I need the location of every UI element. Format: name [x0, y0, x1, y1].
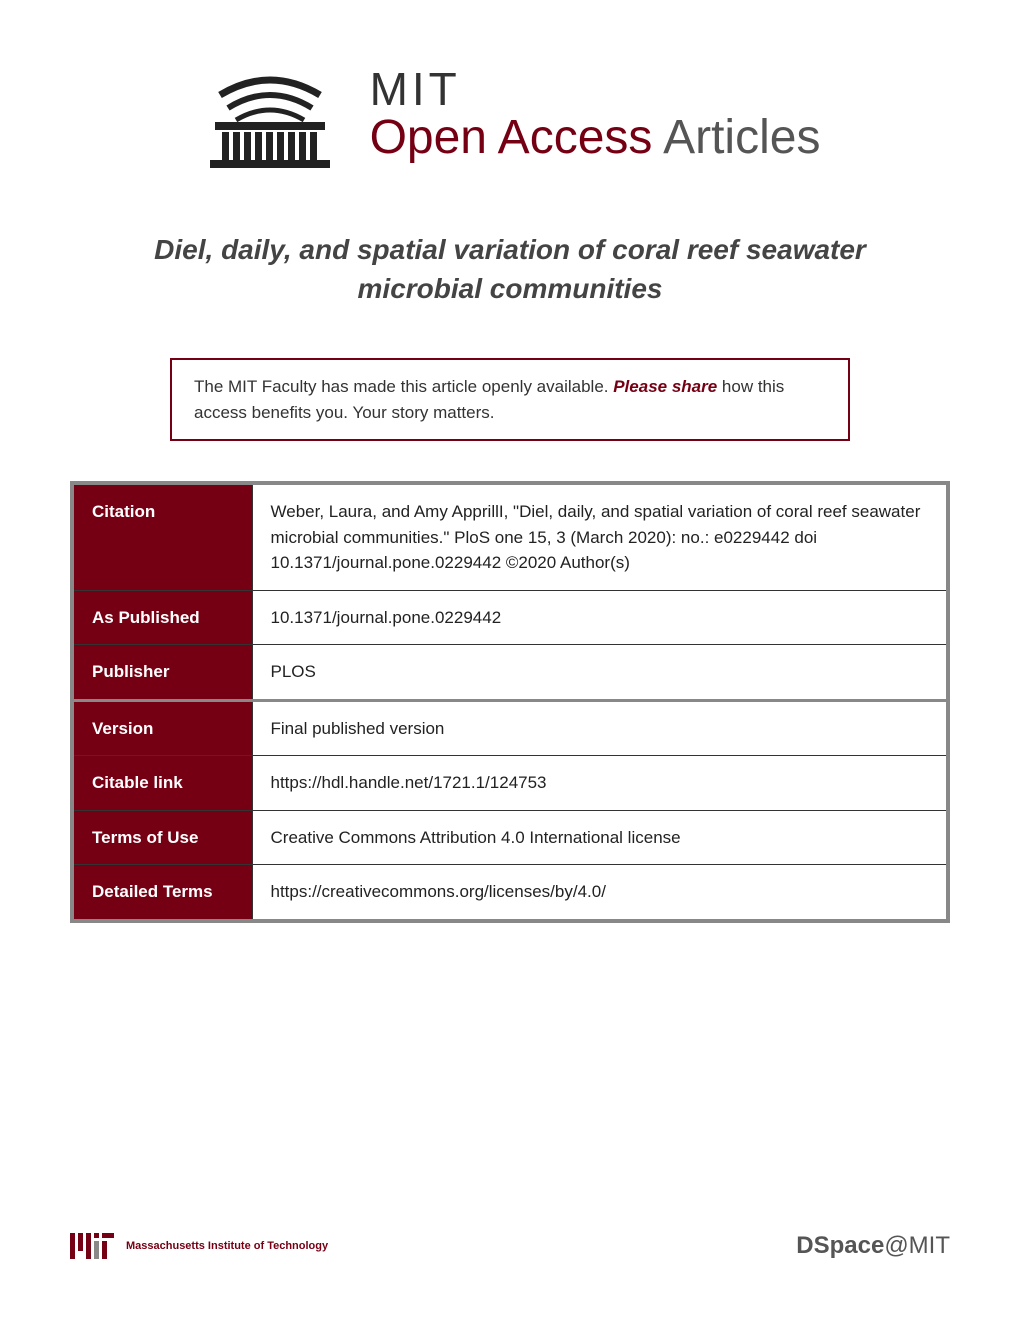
- citable-link-label: Citable link: [72, 756, 252, 811]
- as-published-label: As Published: [72, 590, 252, 645]
- table-row: Publisher PLOS: [72, 645, 948, 701]
- header-articles-gray: Articles: [652, 111, 820, 164]
- table-row: Detailed Terms https://creativecommons.o…: [72, 865, 948, 921]
- notice-please-share[interactable]: Please share: [613, 377, 717, 396]
- mit-small-logo-icon: [70, 1233, 114, 1259]
- article-title: Diel, daily, and spatial variation of co…: [70, 230, 950, 308]
- table-row: Version Final published version: [72, 700, 948, 756]
- mit-dome-icon: [200, 60, 340, 170]
- header-text-block: MIT Open Access Articles: [370, 66, 821, 165]
- version-value: Final published version: [252, 700, 948, 756]
- footer-left: Massachusetts Institute of Technology: [70, 1233, 328, 1259]
- detailed-terms-label: Detailed Terms: [72, 865, 252, 921]
- version-label: Version: [72, 700, 252, 756]
- table-row: As Published 10.1371/journal.pone.022944…: [72, 590, 948, 645]
- publisher-label: Publisher: [72, 645, 252, 701]
- terms-value: Creative Commons Attribution 4.0 Interna…: [252, 810, 948, 865]
- citation-label: Citation: [72, 483, 252, 590]
- header-open-access-red: Open Access: [370, 111, 653, 164]
- header-mit-label: MIT: [370, 66, 821, 112]
- header-open-access-label: Open Access Articles: [370, 112, 821, 165]
- footer-dspace: DSpace@MIT: [796, 1232, 950, 1260]
- footer-dspace-suffix: @MIT: [884, 1232, 950, 1259]
- detailed-terms-value[interactable]: https://creativecommons.org/licenses/by/…: [252, 865, 948, 921]
- footer-dspace-prefix: DSpace: [796, 1232, 884, 1259]
- as-published-value: 10.1371/journal.pone.0229442: [252, 590, 948, 645]
- citation-value: Weber, Laura, and Amy ApprillI, "Diel, d…: [252, 483, 948, 590]
- citable-link-value[interactable]: https://hdl.handle.net/1721.1/124753: [252, 756, 948, 811]
- header-logo-block: MIT Open Access Articles: [70, 60, 950, 170]
- notice-box: The MIT Faculty has made this article op…: [170, 358, 850, 441]
- table-row: Terms of Use Creative Commons Attributio…: [72, 810, 948, 865]
- table-row: Citation Weber, Laura, and Amy ApprillI,…: [72, 483, 948, 590]
- terms-label: Terms of Use: [72, 810, 252, 865]
- table-row: Citable link https://hdl.handle.net/1721…: [72, 756, 948, 811]
- publisher-value: PLOS: [252, 645, 948, 701]
- footer-institution-text: Massachusetts Institute of Technology: [126, 1240, 328, 1252]
- notice-text-before: The MIT Faculty has made this article op…: [194, 377, 613, 396]
- footer: Massachusetts Institute of Technology DS…: [70, 1232, 950, 1260]
- metadata-table: Citation Weber, Laura, and Amy ApprillI,…: [70, 481, 950, 923]
